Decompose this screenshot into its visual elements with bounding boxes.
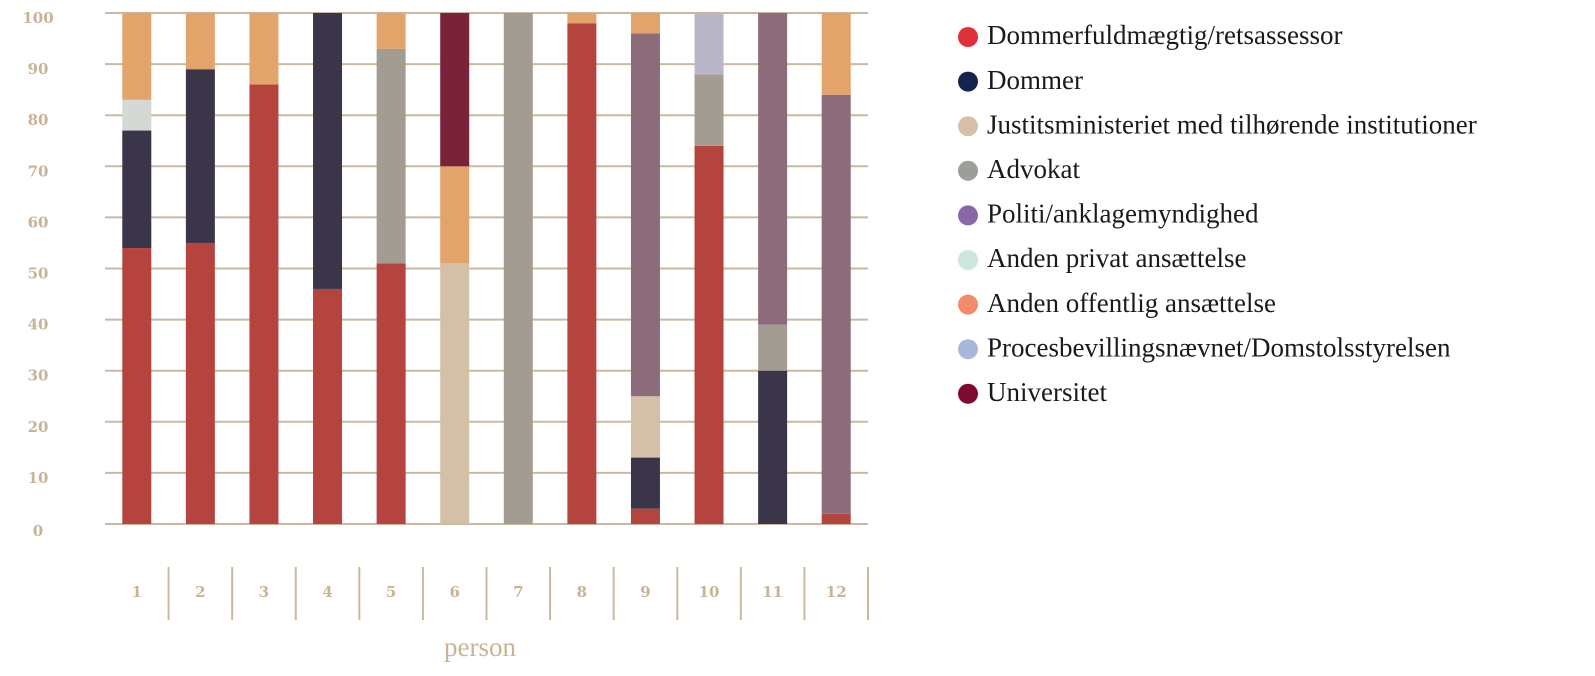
y-tick-label: 40 [28, 316, 49, 334]
x-tick-label: 2 [195, 583, 205, 601]
y-tick-label: 80 [28, 111, 49, 129]
bar-segment [122, 248, 152, 524]
bar-segment [567, 23, 597, 524]
legend-marker [958, 160, 978, 181]
bar-segment [313, 13, 343, 289]
y-tick-label: 70 [28, 162, 49, 180]
bar-segment [440, 263, 470, 524]
legend-marker [958, 27, 978, 47]
bar-segment [376, 48, 406, 264]
y-tick-label: 0 [33, 522, 43, 540]
bar-segment [122, 13, 152, 100]
x-tick-label: 4 [322, 583, 332, 601]
bar-segment [440, 166, 470, 264]
legend-marker [958, 294, 978, 315]
bar-segment [758, 370, 788, 524]
x-tick-label: 6 [449, 583, 459, 601]
bar-segment [567, 13, 597, 24]
bar-segment [821, 513, 851, 524]
legend-marker [958, 205, 978, 226]
legend-marker [958, 250, 978, 270]
legend-label: Politi/anklagemyndighed [987, 199, 1259, 229]
legend-label: Dommerfuldmægtig/retsassessor [987, 20, 1342, 50]
bar-segment [630, 396, 660, 458]
x-tick-label: 7 [513, 583, 523, 601]
y-tick-label: 100 [22, 9, 53, 27]
x-tick-label: 3 [259, 583, 269, 601]
bar-segment [185, 13, 215, 70]
x-tick-label: 1 [132, 583, 142, 601]
bar-segment [503, 13, 533, 524]
x-tick-label: 5 [386, 583, 396, 601]
legend-label: Universitet [987, 377, 1107, 407]
bar-segment [821, 13, 851, 95]
y-tick-label: 50 [28, 265, 49, 283]
bar-segment [694, 74, 724, 146]
x-tick-label: 9 [640, 583, 650, 601]
bar-segment [821, 94, 851, 514]
bar-segment [122, 99, 152, 131]
x-tick-label: 11 [762, 583, 783, 601]
bar-segment [376, 13, 406, 49]
bar-segment [440, 13, 470, 167]
legend-label: Procesbevillingsnævnet/Domstolsstyrelsen [987, 332, 1451, 362]
bar-segment [122, 130, 152, 249]
legend-label: Dommer [987, 65, 1083, 95]
y-tick-label: 60 [28, 213, 49, 231]
legend-label: Justitsministeriet med tilhørende instit… [987, 109, 1477, 139]
y-tick-label: 10 [28, 469, 49, 487]
bar-segment [630, 33, 660, 397]
bar-segment [758, 13, 788, 325]
bar-segment [630, 508, 660, 524]
legend-marker [958, 116, 978, 137]
legend-label: Advokat [987, 154, 1080, 184]
bar-segment [694, 13, 724, 75]
legend-label: Anden privat ansættelse [987, 243, 1246, 273]
bar-segment [630, 457, 660, 509]
bar-segment [694, 145, 724, 525]
y-tick-label: 30 [28, 367, 49, 385]
legend-label: Anden offentlig ansættelse [987, 288, 1276, 318]
bar-segment [185, 242, 215, 524]
y-tick-label: 90 [28, 60, 49, 78]
bar-segment [758, 324, 788, 371]
x-axis-label: person [444, 632, 516, 662]
x-tick-label: 12 [826, 583, 847, 601]
bar-segment [630, 13, 660, 34]
bar-segment [249, 84, 279, 524]
legend-marker [958, 339, 978, 360]
bar-segment [376, 263, 406, 524]
x-tick-label: 8 [577, 583, 587, 601]
bar-segment [249, 13, 279, 85]
y-tick-label: 20 [28, 418, 49, 436]
x-tick-label: 10 [699, 583, 720, 601]
legend-marker [958, 383, 978, 404]
legend-marker [958, 71, 978, 92]
bar-segment [185, 69, 215, 243]
bar-segment [313, 288, 343, 524]
